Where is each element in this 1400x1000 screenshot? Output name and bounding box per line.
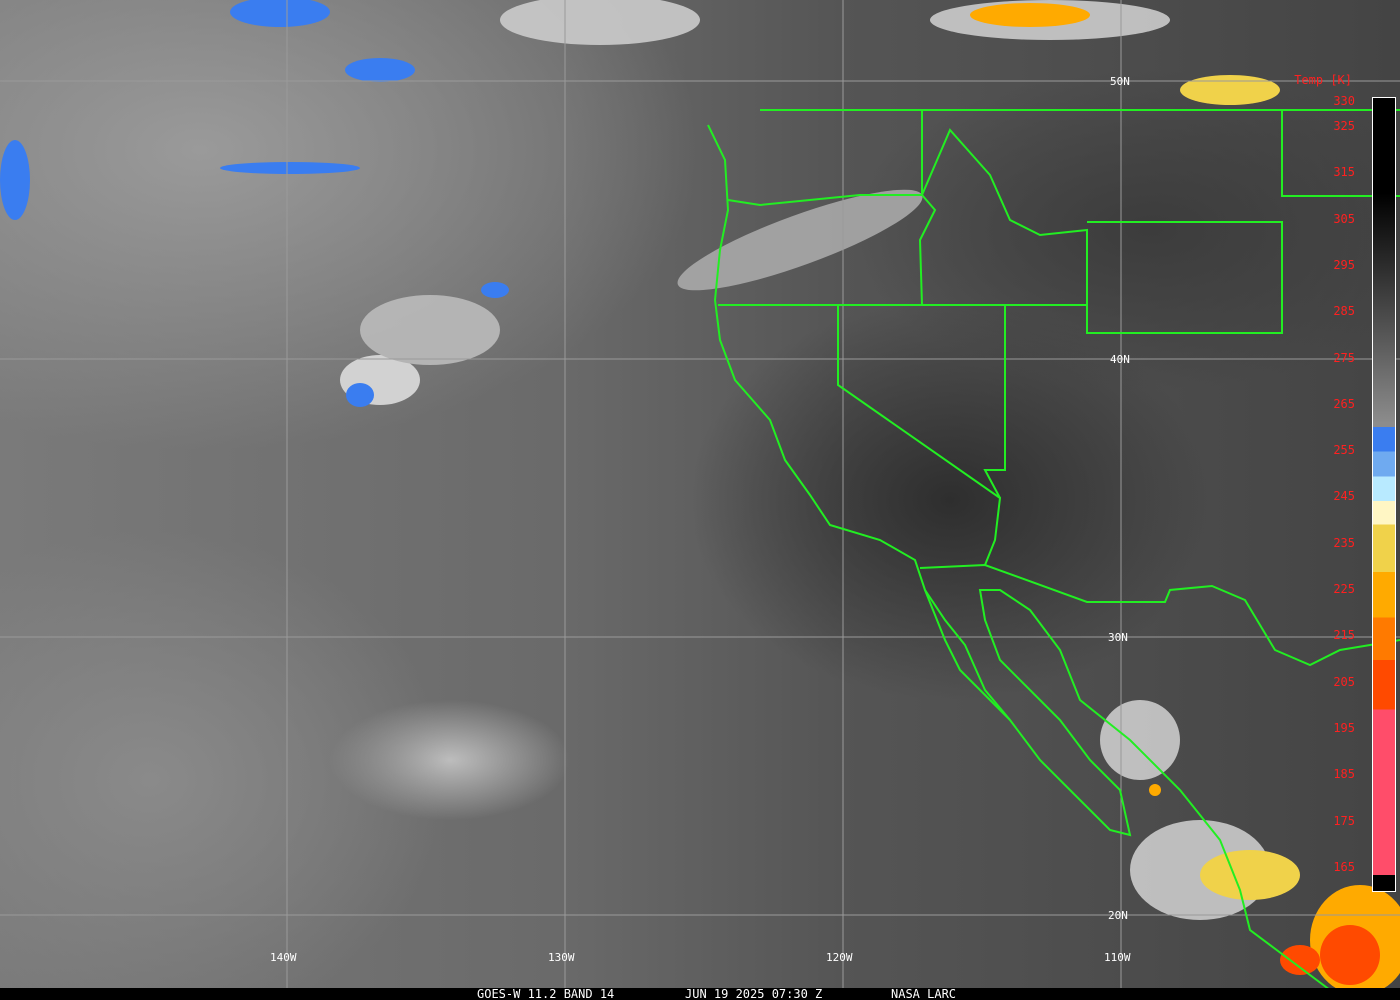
colorbar-tick-label: 165 [1333,859,1355,874]
colorbar-tick-label: 205 [1333,674,1355,689]
footer-bar: GOES-W 11.2 BAND 14 JUN 19 2025 07:30 Z … [0,988,1400,1000]
colorbar-tick-label: 285 [1333,304,1355,319]
colorbar-tick-label: 245 [1333,489,1355,504]
colorbar-tick-label: 235 [1333,535,1355,550]
us-mexico-border [919,563,1400,667]
colorbar-tick-label: 315 [1333,165,1355,180]
lon-label-110w: 110W [1104,951,1131,964]
lon-label-120w: 120W [826,951,853,964]
temperature-colorbar [1372,97,1396,892]
colorbar-tick-label: 175 [1333,813,1355,828]
baja-west-coast [924,589,1011,721]
lat-label-40n: 40N [1110,353,1130,366]
colorbar-tick-label: 305 [1333,211,1355,226]
colorbar-title: Temp [K] [1294,73,1352,87]
state-ca-nv [837,305,1002,566]
credit-label: NASA LARC [891,987,957,1000]
state-ut-co-az-nm [1086,221,1283,334]
lon-label-130w: 130W [548,951,575,964]
colorbar-tick-label: 325 [1333,119,1355,133]
lat-label-30n: 30N [1108,631,1128,644]
state-id-mt [921,110,1088,305]
west-coast-coastline [707,124,1331,991]
colorbar-tick-label: 255 [1333,443,1355,458]
colorbar-tick-label: 195 [1333,720,1355,735]
colorbar-tick-label: 275 [1333,350,1355,365]
state-wy-co-ne [1281,110,1400,197]
satellite-band-label: GOES-W 11.2 BAND 14 [477,987,615,1000]
state-nv-ut-az [983,305,1006,499]
colorbar-tick-label: 225 [1333,582,1355,596]
colorbar-tick-label: 265 [1333,396,1355,411]
datetime-label: JUN 19 2025 07:30 Z [685,987,823,1000]
colorbar-tick-label: 215 [1333,628,1355,643]
colorbar-tick-label: 295 [1333,257,1355,272]
colorbar-tick-label: 330 [1333,94,1355,108]
lat-label-50n: 50N [1110,75,1130,88]
colorbar-tick-label: 185 [1333,767,1355,782]
state-wa-or [727,194,937,306]
lat-label-20n: 20N [1108,909,1128,922]
lon-label-140w: 140W [270,951,297,964]
